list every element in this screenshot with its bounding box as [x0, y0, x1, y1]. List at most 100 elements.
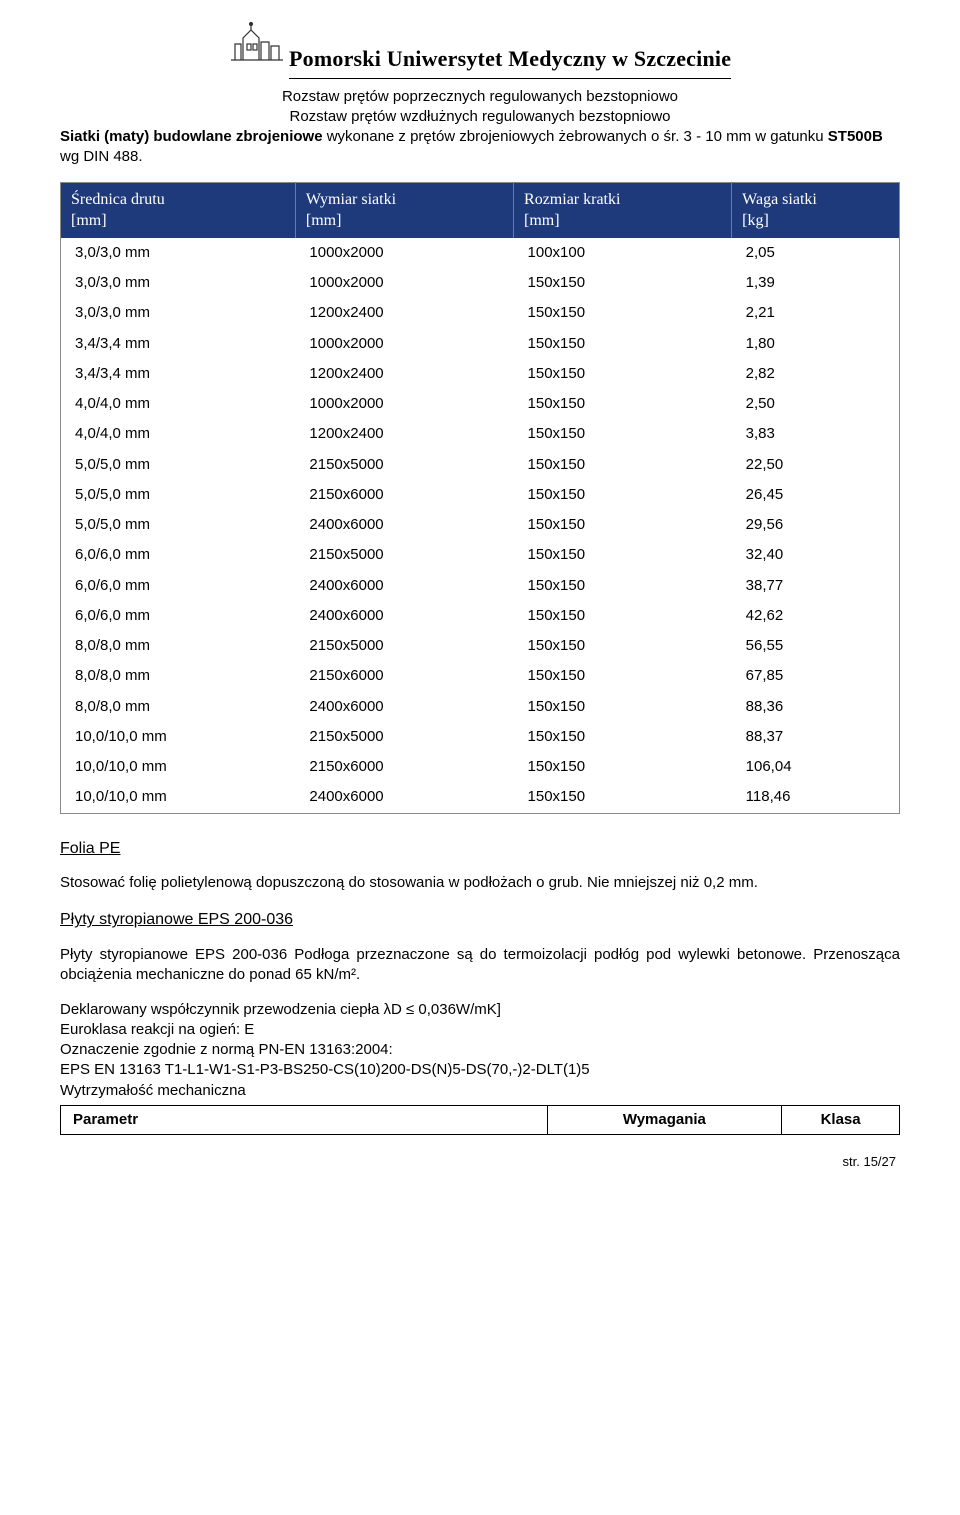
- table-cell: 22,50: [732, 450, 900, 480]
- table-cell: 150x150: [514, 571, 732, 601]
- table-cell: 1000x2000: [295, 268, 513, 298]
- table-row: 8,0/8,0 mm2150x5000150x15056,55: [61, 631, 900, 661]
- table-row: 5,0/5,0 mm2150x5000150x15022,50: [61, 450, 900, 480]
- table-cell: 150x150: [514, 329, 732, 359]
- intro-line-3-bold: ST500B: [828, 128, 883, 145]
- mesh-data-table: Średnica drutu[mm]Wymiar siatki[mm]Rozmi…: [60, 182, 900, 814]
- table-cell: 8,0/8,0 mm: [61, 692, 296, 722]
- table-row: 4,0/4,0 mm1200x2400150x1503,83: [61, 419, 900, 449]
- section-folia-title: Folia PE: [60, 838, 900, 860]
- table-cell: 2150x5000: [295, 540, 513, 570]
- table-cell: 1000x2000: [295, 238, 513, 268]
- intro-line-3: Siatki (maty) budowlane zbrojeniowe wyko…: [60, 127, 900, 168]
- table-row: 3,0/3,0 mm1000x2000150x1501,39: [61, 268, 900, 298]
- table-cell: 2150x6000: [295, 752, 513, 782]
- table-cell: 150x150: [514, 661, 732, 691]
- table-cell: 150x150: [514, 782, 732, 813]
- table-cell: 38,77: [732, 571, 900, 601]
- table-cell: 150x150: [514, 389, 732, 419]
- table-header-cell: Rozmiar kratki[mm]: [514, 182, 732, 238]
- table-cell: 1000x2000: [295, 329, 513, 359]
- table-cell: 150x150: [514, 268, 732, 298]
- table-cell: 6,0/6,0 mm: [61, 540, 296, 570]
- table-cell: 2,05: [732, 238, 900, 268]
- footer-table: ParametrWymaganiaKlasa: [61, 1106, 899, 1134]
- table-cell: 150x150: [514, 540, 732, 570]
- section-eps-para: Płyty styropianowe EPS 200-036 Podłoga p…: [60, 945, 900, 986]
- table-cell: 2,21: [732, 298, 900, 328]
- table-cell: 6,0/6,0 mm: [61, 571, 296, 601]
- table-cell: 150x150: [514, 298, 732, 328]
- table-row: 5,0/5,0 mm2150x6000150x15026,45: [61, 480, 900, 510]
- table-cell: 118,46: [732, 782, 900, 813]
- table-cell: 2,82: [732, 359, 900, 389]
- table-cell: 6,0/6,0 mm: [61, 601, 296, 631]
- table-cell: 2150x5000: [295, 631, 513, 661]
- table-cell: 56,55: [732, 631, 900, 661]
- section-eps-line2: Euroklasa reakcji na ogień: E: [60, 1020, 900, 1040]
- table-cell: 3,4/3,4 mm: [61, 329, 296, 359]
- table-cell: 150x150: [514, 419, 732, 449]
- table-row: 8,0/8,0 mm2150x6000150x15067,85: [61, 661, 900, 691]
- table-cell: 10,0/10,0 mm: [61, 782, 296, 813]
- table-cell: 10,0/10,0 mm: [61, 752, 296, 782]
- footer-header-cell: Parametr: [61, 1106, 547, 1134]
- table-row: 6,0/6,0 mm2150x5000150x15032,40: [61, 540, 900, 570]
- table-cell: 1000x2000: [295, 389, 513, 419]
- table-row: 5,0/5,0 mm2400x6000150x15029,56: [61, 510, 900, 540]
- table-cell: 150x150: [514, 722, 732, 752]
- table-cell: 26,45: [732, 480, 900, 510]
- table-cell: 2150x6000: [295, 661, 513, 691]
- footer-header-row: ParametrWymaganiaKlasa: [61, 1106, 899, 1134]
- table-cell: 1,80: [732, 329, 900, 359]
- table-cell: 42,62: [732, 601, 900, 631]
- table-cell: 5,0/5,0 mm: [61, 450, 296, 480]
- intro-line-1: Rozstaw prętów poprzecznych regulowanych…: [60, 87, 900, 107]
- section-eps-line5: Wytrzymałość mechaniczna: [60, 1081, 900, 1101]
- table-row: 8,0/8,0 mm2400x6000150x15088,36: [61, 692, 900, 722]
- intro-line-3-post: wg DIN 488.: [60, 148, 143, 165]
- table-cell: 1200x2400: [295, 359, 513, 389]
- table-row: 10,0/10,0 mm2400x6000150x150118,46: [61, 782, 900, 813]
- footer-header-cell: Wymagania: [547, 1106, 782, 1134]
- table-cell: 67,85: [732, 661, 900, 691]
- table-cell: 1200x2400: [295, 419, 513, 449]
- intro-line-3-pre-part2: wykonane z prętów zbrojeniowych żebrowan…: [323, 128, 828, 145]
- table-cell: 3,4/3,4 mm: [61, 359, 296, 389]
- table-header-cell: Wymiar siatki[mm]: [295, 182, 513, 238]
- table-cell: 150x150: [514, 752, 732, 782]
- table-cell: 100x100: [514, 238, 732, 268]
- table-cell: 4,0/4,0 mm: [61, 419, 296, 449]
- table-cell: 2400x6000: [295, 510, 513, 540]
- table-cell: 3,83: [732, 419, 900, 449]
- intro-block: Rozstaw prętów poprzecznych regulowanych…: [60, 87, 900, 168]
- university-name: Pomorski Uniwersytet Medyczny w Szczecin…: [289, 44, 731, 79]
- table-cell: 29,56: [732, 510, 900, 540]
- table-cell: 8,0/8,0 mm: [61, 661, 296, 691]
- table-cell: 150x150: [514, 510, 732, 540]
- table-cell: 2400x6000: [295, 692, 513, 722]
- table-cell: 150x150: [514, 631, 732, 661]
- section-eps-line3: Oznaczenie zgodnie z normą PN-EN 13163:2…: [60, 1040, 900, 1060]
- table-cell: 1,39: [732, 268, 900, 298]
- table-cell: 88,36: [732, 692, 900, 722]
- table-row: 6,0/6,0 mm2400x6000150x15038,77: [61, 571, 900, 601]
- section-eps-line1: Deklarowany współczynnik przewodzenia ci…: [60, 1000, 900, 1020]
- table-cell: 150x150: [514, 450, 732, 480]
- section-eps-line4: EPS EN 13163 T1-L1-W1-S1-P3-BS250-CS(10)…: [60, 1060, 900, 1080]
- section-folia-text: Stosować folię polietylenową dopuszczoną…: [60, 873, 900, 893]
- table-cell: 3,0/3,0 mm: [61, 268, 296, 298]
- table-cell: 8,0/8,0 mm: [61, 631, 296, 661]
- table-cell: 150x150: [514, 359, 732, 389]
- table-row: 3,0/3,0 mm1000x2000100x1002,05: [61, 238, 900, 268]
- header-logo-area: Pomorski Uniwersytet Medyczny w Szczecin…: [60, 20, 900, 79]
- table-row: 4,0/4,0 mm1000x2000150x1502,50: [61, 389, 900, 419]
- footer-table-wrap: ParametrWymaganiaKlasa: [60, 1105, 900, 1135]
- table-cell: 3,0/3,0 mm: [61, 238, 296, 268]
- table-cell: 150x150: [514, 601, 732, 631]
- table-header-cell: Średnica drutu[mm]: [61, 182, 296, 238]
- table-cell: 1200x2400: [295, 298, 513, 328]
- section-eps-title: Płyty styropianowe EPS 200-036: [60, 909, 900, 931]
- table-cell: 150x150: [514, 480, 732, 510]
- table-cell: 5,0/5,0 mm: [61, 480, 296, 510]
